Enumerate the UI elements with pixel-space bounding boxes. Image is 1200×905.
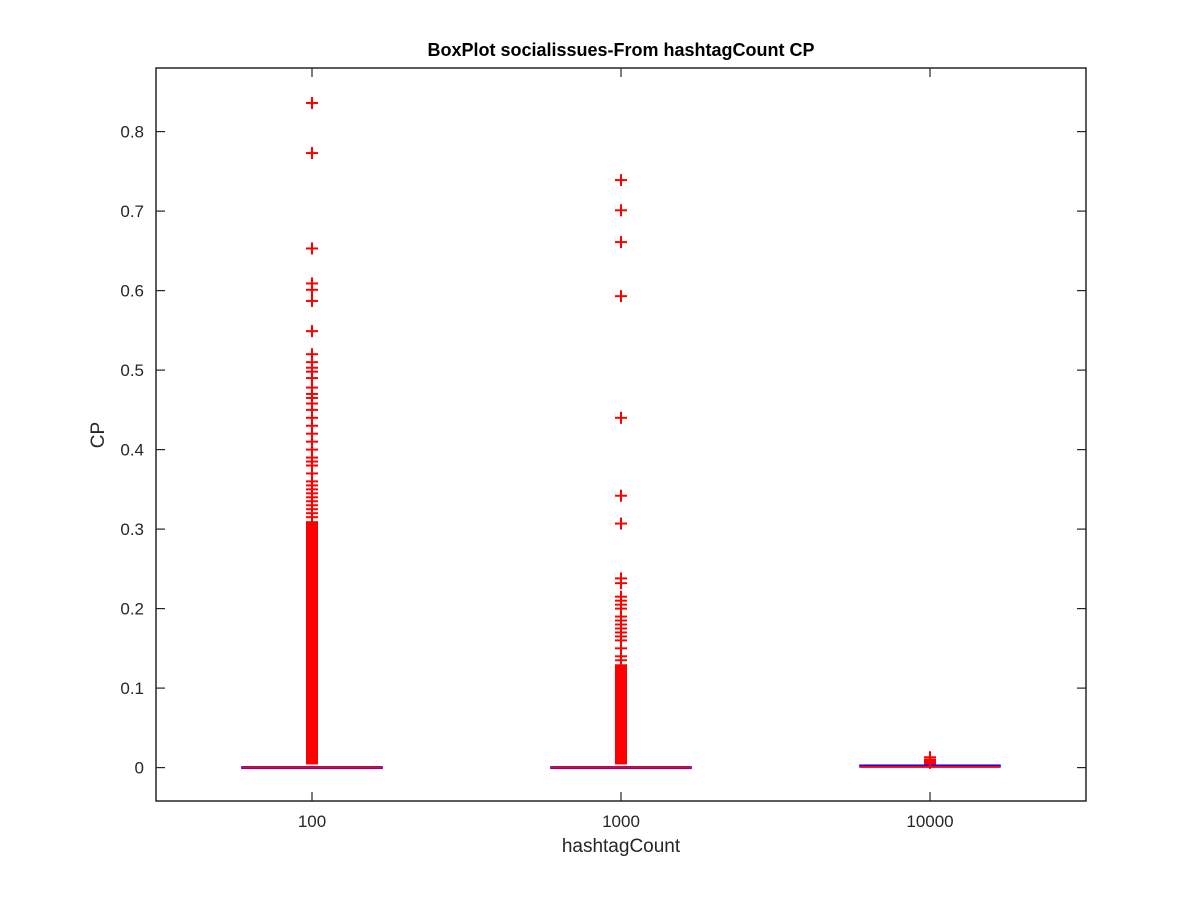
outlier-point [306,242,318,255]
y-tick-label: 0.6 [120,282,144,301]
box-group-100 [241,521,383,770]
box-group-1000 [550,664,692,770]
y-tick-label: 0.3 [120,520,144,539]
outlier-point [306,325,318,338]
y-tick-label: 0 [135,759,144,778]
outlier-point [306,147,318,160]
outlier-point [615,577,627,590]
outlier-point [306,283,318,296]
dense-outlier-band [306,521,318,765]
chart-title: BoxPlot socialissues-From hashtagCount C… [427,40,814,60]
outlier-point [615,174,627,187]
outlier-point [615,517,627,530]
outlier-point [306,294,318,307]
outlier-point [615,236,627,249]
dense-outlier-band [615,664,627,765]
y-tick-label: 0.7 [120,202,144,221]
axes-layer: 0 0.1 0.2 0.3 0.4 0.5 0.6 0.7 0.8 100 1000 10000 [120,67,1087,831]
x-tick-label: 100 [298,812,326,831]
y-tick-label: 0.1 [120,679,144,698]
y-tick-label: 0.8 [120,123,144,142]
y-tick-label: 0.2 [120,600,144,619]
outlier-point [924,756,936,769]
outlier-point [306,511,318,524]
outlier-point [615,654,627,667]
y-tick-label: 0.4 [120,441,144,460]
outlier-point [615,204,627,217]
x-tick-label: 10000 [906,812,953,831]
outlier-point [306,96,318,109]
outlier-point [615,489,627,502]
outlier-point [615,290,627,303]
x-tick-label: 1000 [602,812,640,831]
x-axis-label: hashtagCount [562,836,681,857]
outlier-point [615,411,627,424]
marks-layer [241,96,1001,770]
y-axis-label: CP [88,422,109,448]
y-tick-label: 0.5 [120,361,144,380]
